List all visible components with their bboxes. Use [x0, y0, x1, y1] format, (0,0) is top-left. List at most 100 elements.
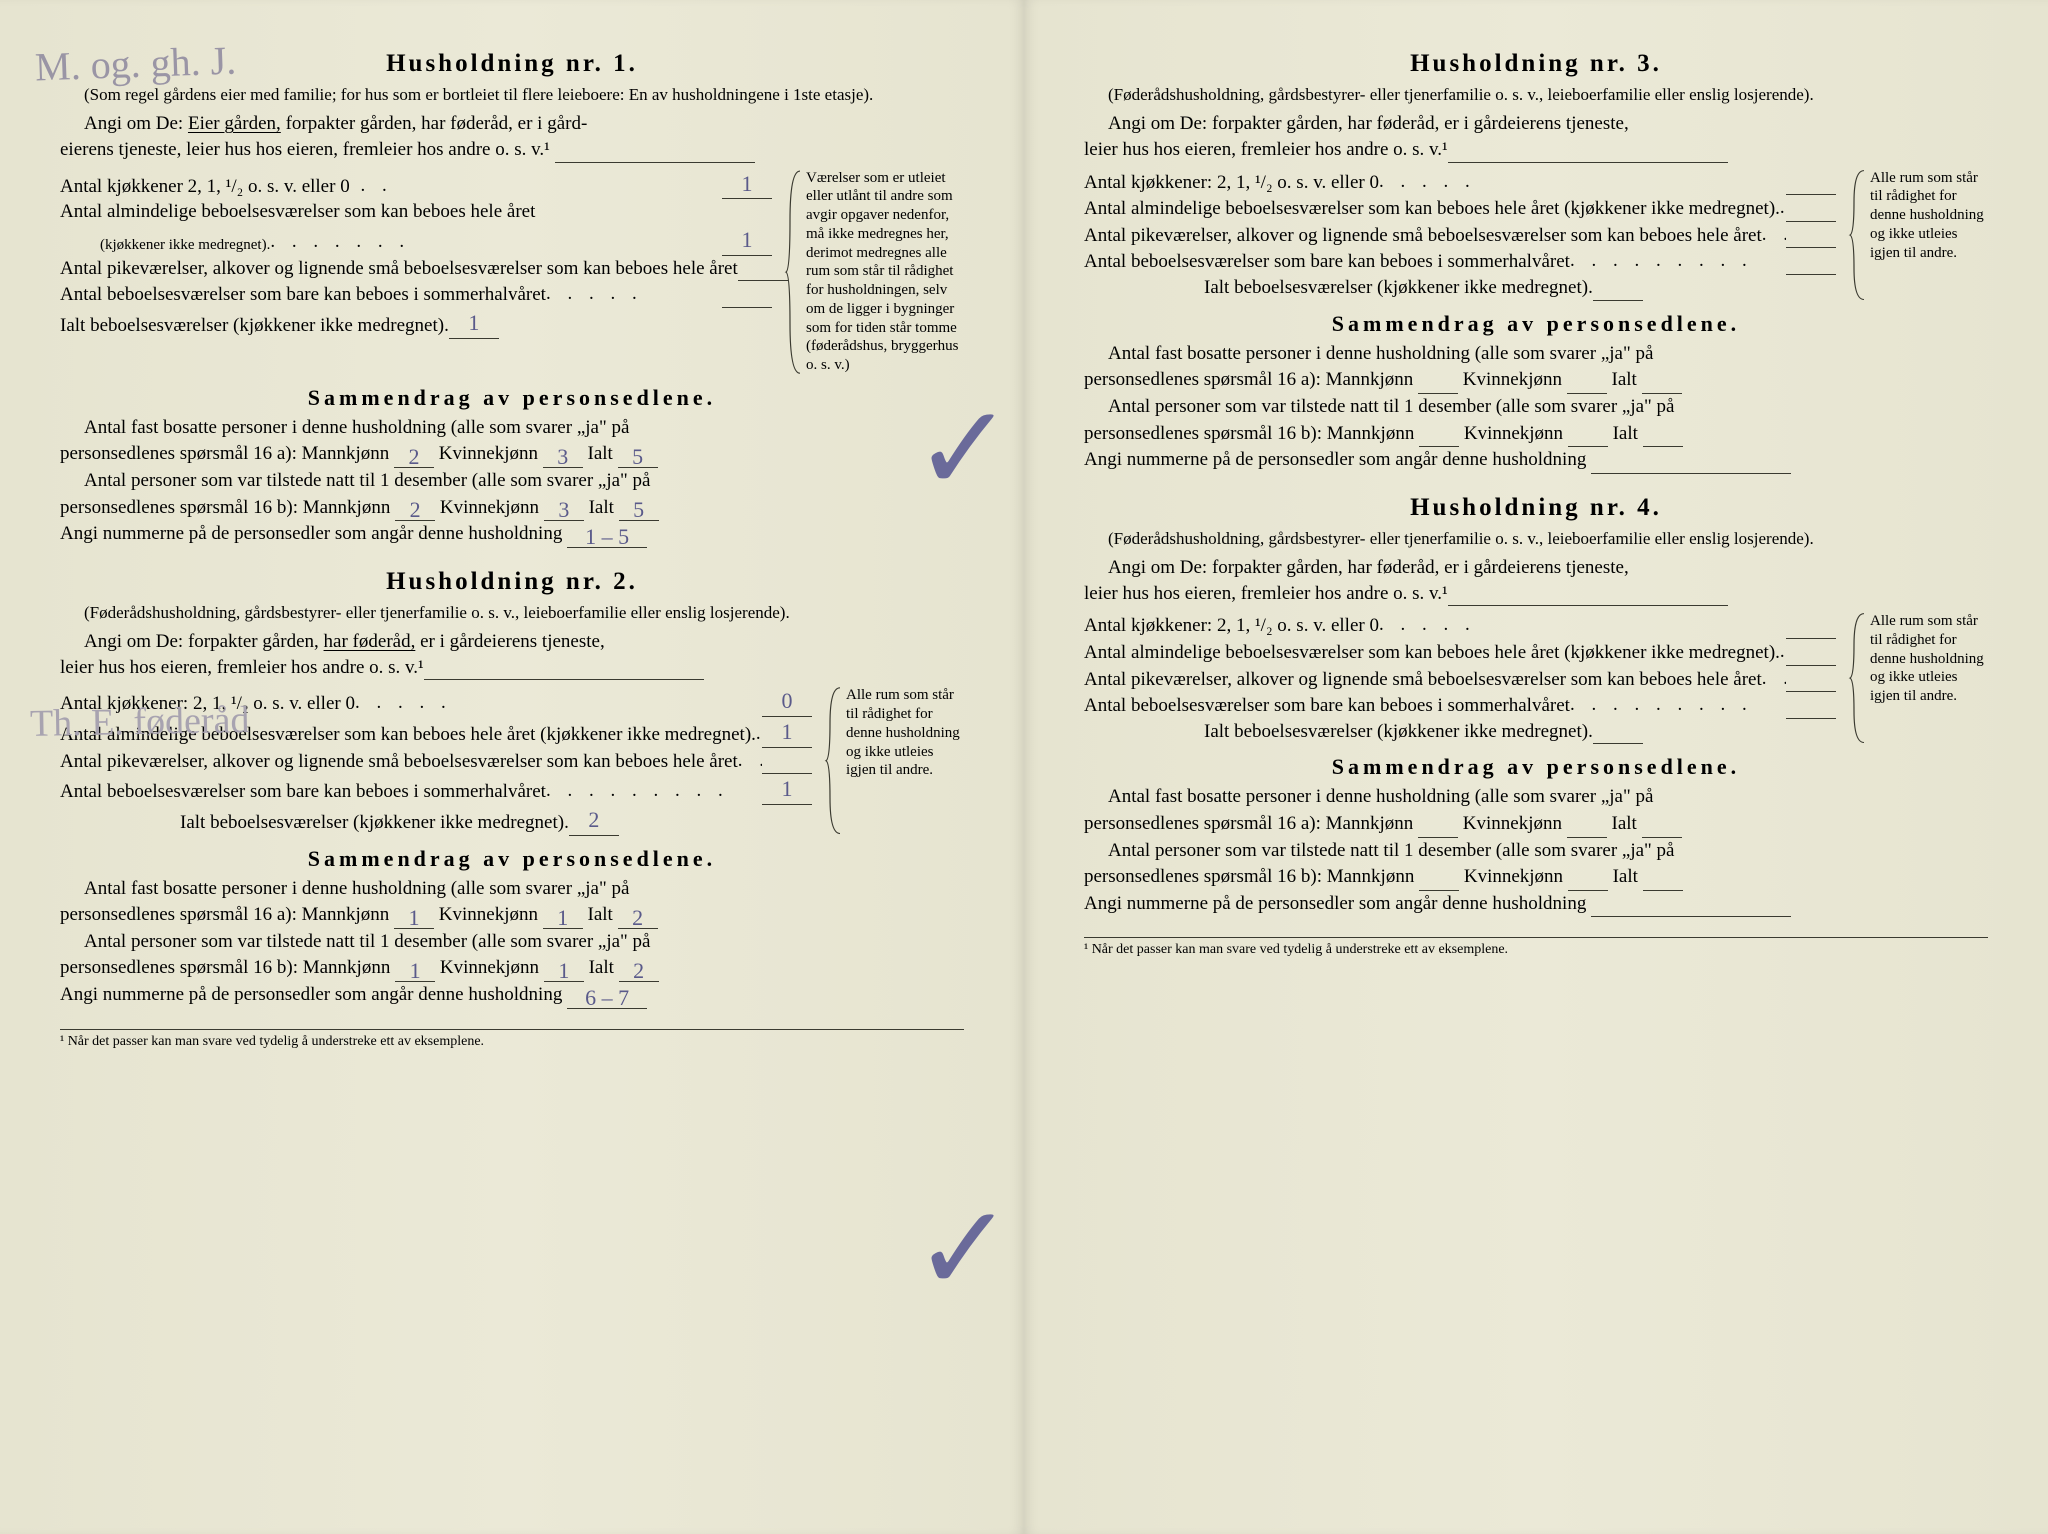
- alm-label-3: Antal almindelige beboelsesværelser som …: [1084, 196, 1780, 222]
- household-4-sidenote: Alle rum som står til rådighet for denne…: [1848, 612, 1988, 744]
- sum3-l2a: Antal personer som var tilstede natt til…: [1084, 394, 1988, 421]
- household-4-angi: Angi om De: forpakter gården, har føderå…: [1084, 555, 1988, 581]
- sidenote-text-3: Alle rum som står til rådighet for denne…: [1870, 170, 1984, 261]
- sommer-val-2: 1: [762, 774, 812, 805]
- alm-val-2: 1: [762, 717, 812, 748]
- kjokken-val-4: [1786, 638, 1836, 639]
- sommer-val: [722, 307, 772, 308]
- sommer-val-3: [1786, 274, 1836, 275]
- pike-label-2: Antal pikeværelser, alkover og lignende …: [60, 749, 738, 775]
- sum4-l2b: personsedlenes spørsmål 16 b): Mannkjønn…: [1084, 864, 1988, 891]
- alm-val-4: [1786, 665, 1836, 666]
- sommer-label-3: Antal beboelsesværelser som bare kan beb…: [1084, 249, 1570, 275]
- alm-val: 1: [722, 225, 772, 256]
- checkmark-1: ✓: [913, 420, 1014, 480]
- kjokken-label: Antal kjøkkener 2, 1, ¹/₂ o. s. v. eller…: [60, 174, 350, 200]
- sum3-num: Angi nummerne på de personsedler som ang…: [1084, 447, 1988, 474]
- ialt-val-3: [1593, 300, 1643, 301]
- sum2-num: Angi nummerne på de personsedler som ang…: [60, 982, 964, 1009]
- summary-head-3: Sammendrag av personsedlene.: [1084, 311, 1988, 337]
- pike-val-4: [1786, 691, 1836, 692]
- household-4-angi2: leier hus hos eieren, fremleier hos andr…: [1084, 581, 1988, 607]
- sidenote-text-2: Alle rum som står til rådighet for denne…: [846, 687, 960, 778]
- sum1-i1: 5: [618, 447, 658, 468]
- household-1-subtitle: (Som regel gårdens eier med familie; for…: [60, 84, 964, 105]
- alm-val-3: [1786, 221, 1836, 222]
- ialt-val-4: [1593, 743, 1643, 744]
- household-2-angi2: leier hus hos eieren, fremleier hos andr…: [60, 655, 964, 681]
- ialt-label-4: Ialt beboelsesværelser (kjøkkener ikke m…: [1204, 719, 1593, 745]
- pike-label: Antal pikeværelser, alkover og lignende …: [60, 256, 738, 282]
- alm-label: Antal almindelige beboelsesværelser som …: [60, 199, 535, 225]
- sommer-label-4: Antal beboelsesværelser som bare kan beb…: [1084, 693, 1570, 719]
- household-4-rows: Antal kjøkkener: 2, 1, ¹/₂ o. s. v. elle…: [1084, 612, 1988, 744]
- page-right: Husholdning nr. 3. (Føderådshusholdning,…: [1024, 0, 2048, 1534]
- household-1-sidenote: Værelser som er utleiet eller utlånt til…: [784, 169, 964, 375]
- sum2-l1a: Antal fast bosatte personer i denne hush…: [60, 876, 964, 903]
- pike-label-3: Antal pikeværelser, alkover og lignende …: [1084, 223, 1762, 249]
- household-2: Husholdning nr. 2. (Føderådshusholdning,…: [60, 568, 964, 1009]
- brace-icon: [1848, 169, 1866, 301]
- summary-head-2: Sammendrag av personsedlene.: [60, 846, 964, 872]
- kjokken-label-3: Antal kjøkkener: 2, 1, ¹/₂ o. s. v. elle…: [1084, 170, 1379, 196]
- household-4-subtitle: (Føderådshusholdning, gårdsbestyrer- ell…: [1084, 528, 1988, 549]
- ialt-val-2: 2: [569, 805, 619, 836]
- kjokken-val-3: [1786, 194, 1836, 195]
- angi-underlined: Eier gården,: [188, 113, 281, 134]
- sommer-label: Antal beboelsesværelser som bare kan beb…: [60, 282, 546, 308]
- sommer-val-4: [1786, 718, 1836, 719]
- sum1-numval: 1 – 5: [567, 527, 647, 548]
- pike-val: [738, 280, 788, 281]
- household-2-sidenote: Alle rum som står til rådighet for denne…: [824, 686, 964, 835]
- sum1-m2: 2: [395, 500, 435, 521]
- sum2-l1b: personsedlenes spørsmål 16 a): Mannkjønn…: [60, 902, 964, 929]
- ialt-label: Ialt beboelsesværelser (kjøkkener ikke m…: [60, 313, 449, 339]
- sum2-l2b: personsedlenes spørsmål 16 b): Mannkjønn…: [60, 955, 964, 982]
- household-3-rows: Antal kjøkkener: 2, 1, ¹/₂ o. s. v. elle…: [1084, 169, 1988, 301]
- kjokken-val-2: 0: [762, 686, 812, 717]
- household-2-title: Husholdning nr. 2.: [60, 568, 964, 596]
- ialt-val: 1: [449, 308, 499, 339]
- handwritten-note-mid: Th. E. føderåd: [30, 698, 250, 746]
- household-2-angi: Angi om De: forpakter gården, har føderå…: [60, 629, 964, 655]
- sum1-k1: 3: [543, 447, 583, 468]
- household-1-angi: Angi om De: Eier gården, forpakter gårde…: [60, 111, 964, 137]
- sum1-m1: 2: [394, 447, 434, 468]
- household-1-angi2: eierens tjeneste, leier hus hos eieren, …: [60, 137, 964, 163]
- footnote-right: ¹ Når det passer kan man svare ved tydel…: [1084, 937, 1988, 958]
- sum4-num: Angi nummerne på de personsedler som ang…: [1084, 891, 1988, 918]
- sum1-k2: 3: [544, 500, 584, 521]
- sum4-l1a: Antal fast bosatte personer i denne hush…: [1084, 784, 1988, 811]
- sommer-label-2: Antal beboelsesværelser som bare kan beb…: [60, 779, 546, 805]
- alm-label-4: Antal almindelige beboelsesværelser som …: [1084, 640, 1780, 666]
- brace-icon: [824, 686, 842, 835]
- household-4: Husholdning nr. 4. (Føderådshusholdning,…: [1084, 494, 1988, 918]
- household-3-title: Husholdning nr. 3.: [1084, 50, 1988, 78]
- sum4-l1b: personsedlenes spørsmål 16 a): Mannkjønn…: [1084, 811, 1988, 838]
- sum1-num: Angi nummerne på de personsedler som ang…: [60, 521, 964, 548]
- sidenote-text: Værelser som er utleiet eller utlånt til…: [806, 170, 958, 374]
- household-2-subtitle: (Føderådshusholdning, gårdsbestyrer- ell…: [60, 602, 964, 623]
- pike-val-3: [1786, 247, 1836, 248]
- household-3-angi2: leier hus hos eieren, fremleier hos andr…: [1084, 137, 1988, 163]
- ialt-label-2: Ialt beboelsesværelser (kjøkkener ikke m…: [180, 810, 569, 836]
- sum3-l2b: personsedlenes spørsmål 16 b): Mannkjønn…: [1084, 421, 1988, 448]
- household-3-angi: Angi om De: forpakter gården, har føderå…: [1084, 111, 1988, 137]
- sum1-l1a: Antal fast bosatte personer i denne hush…: [60, 415, 964, 442]
- sum1-i2: 5: [619, 500, 659, 521]
- brace-icon: [784, 169, 802, 375]
- summary-head-4: Sammendrag av personsedlene.: [1084, 754, 1988, 780]
- household-3-sidenote: Alle rum som står til rådighet for denne…: [1848, 169, 1988, 301]
- sum1-l1b: personsedlenes spørsmål 16 a): Mannkjønn…: [60, 441, 964, 468]
- household-3: Husholdning nr. 3. (Føderådshusholdning,…: [1084, 50, 1988, 474]
- summary-head-1: Sammendrag av personsedlene.: [60, 385, 964, 411]
- household-1-rows: Antal kjøkkener 2, 1, ¹/₂ o. s. v. eller…: [60, 169, 964, 375]
- sum2-l2a: Antal personer som var tilstede natt til…: [60, 929, 964, 956]
- page-left: M. og. gh. J. Husholdning nr. 1. (Som re…: [0, 0, 1024, 1534]
- handwritten-note-top: M. og. gh. J.: [34, 37, 237, 91]
- kjokken-val: 1: [722, 169, 772, 200]
- pike-label-4: Antal pikeværelser, alkover og lignende …: [1084, 667, 1762, 693]
- ialt-label-3: Ialt beboelsesværelser (kjøkkener ikke m…: [1204, 275, 1593, 301]
- brace-icon: [1848, 612, 1866, 744]
- sum4-l2a: Antal personer som var tilstede natt til…: [1084, 838, 1988, 865]
